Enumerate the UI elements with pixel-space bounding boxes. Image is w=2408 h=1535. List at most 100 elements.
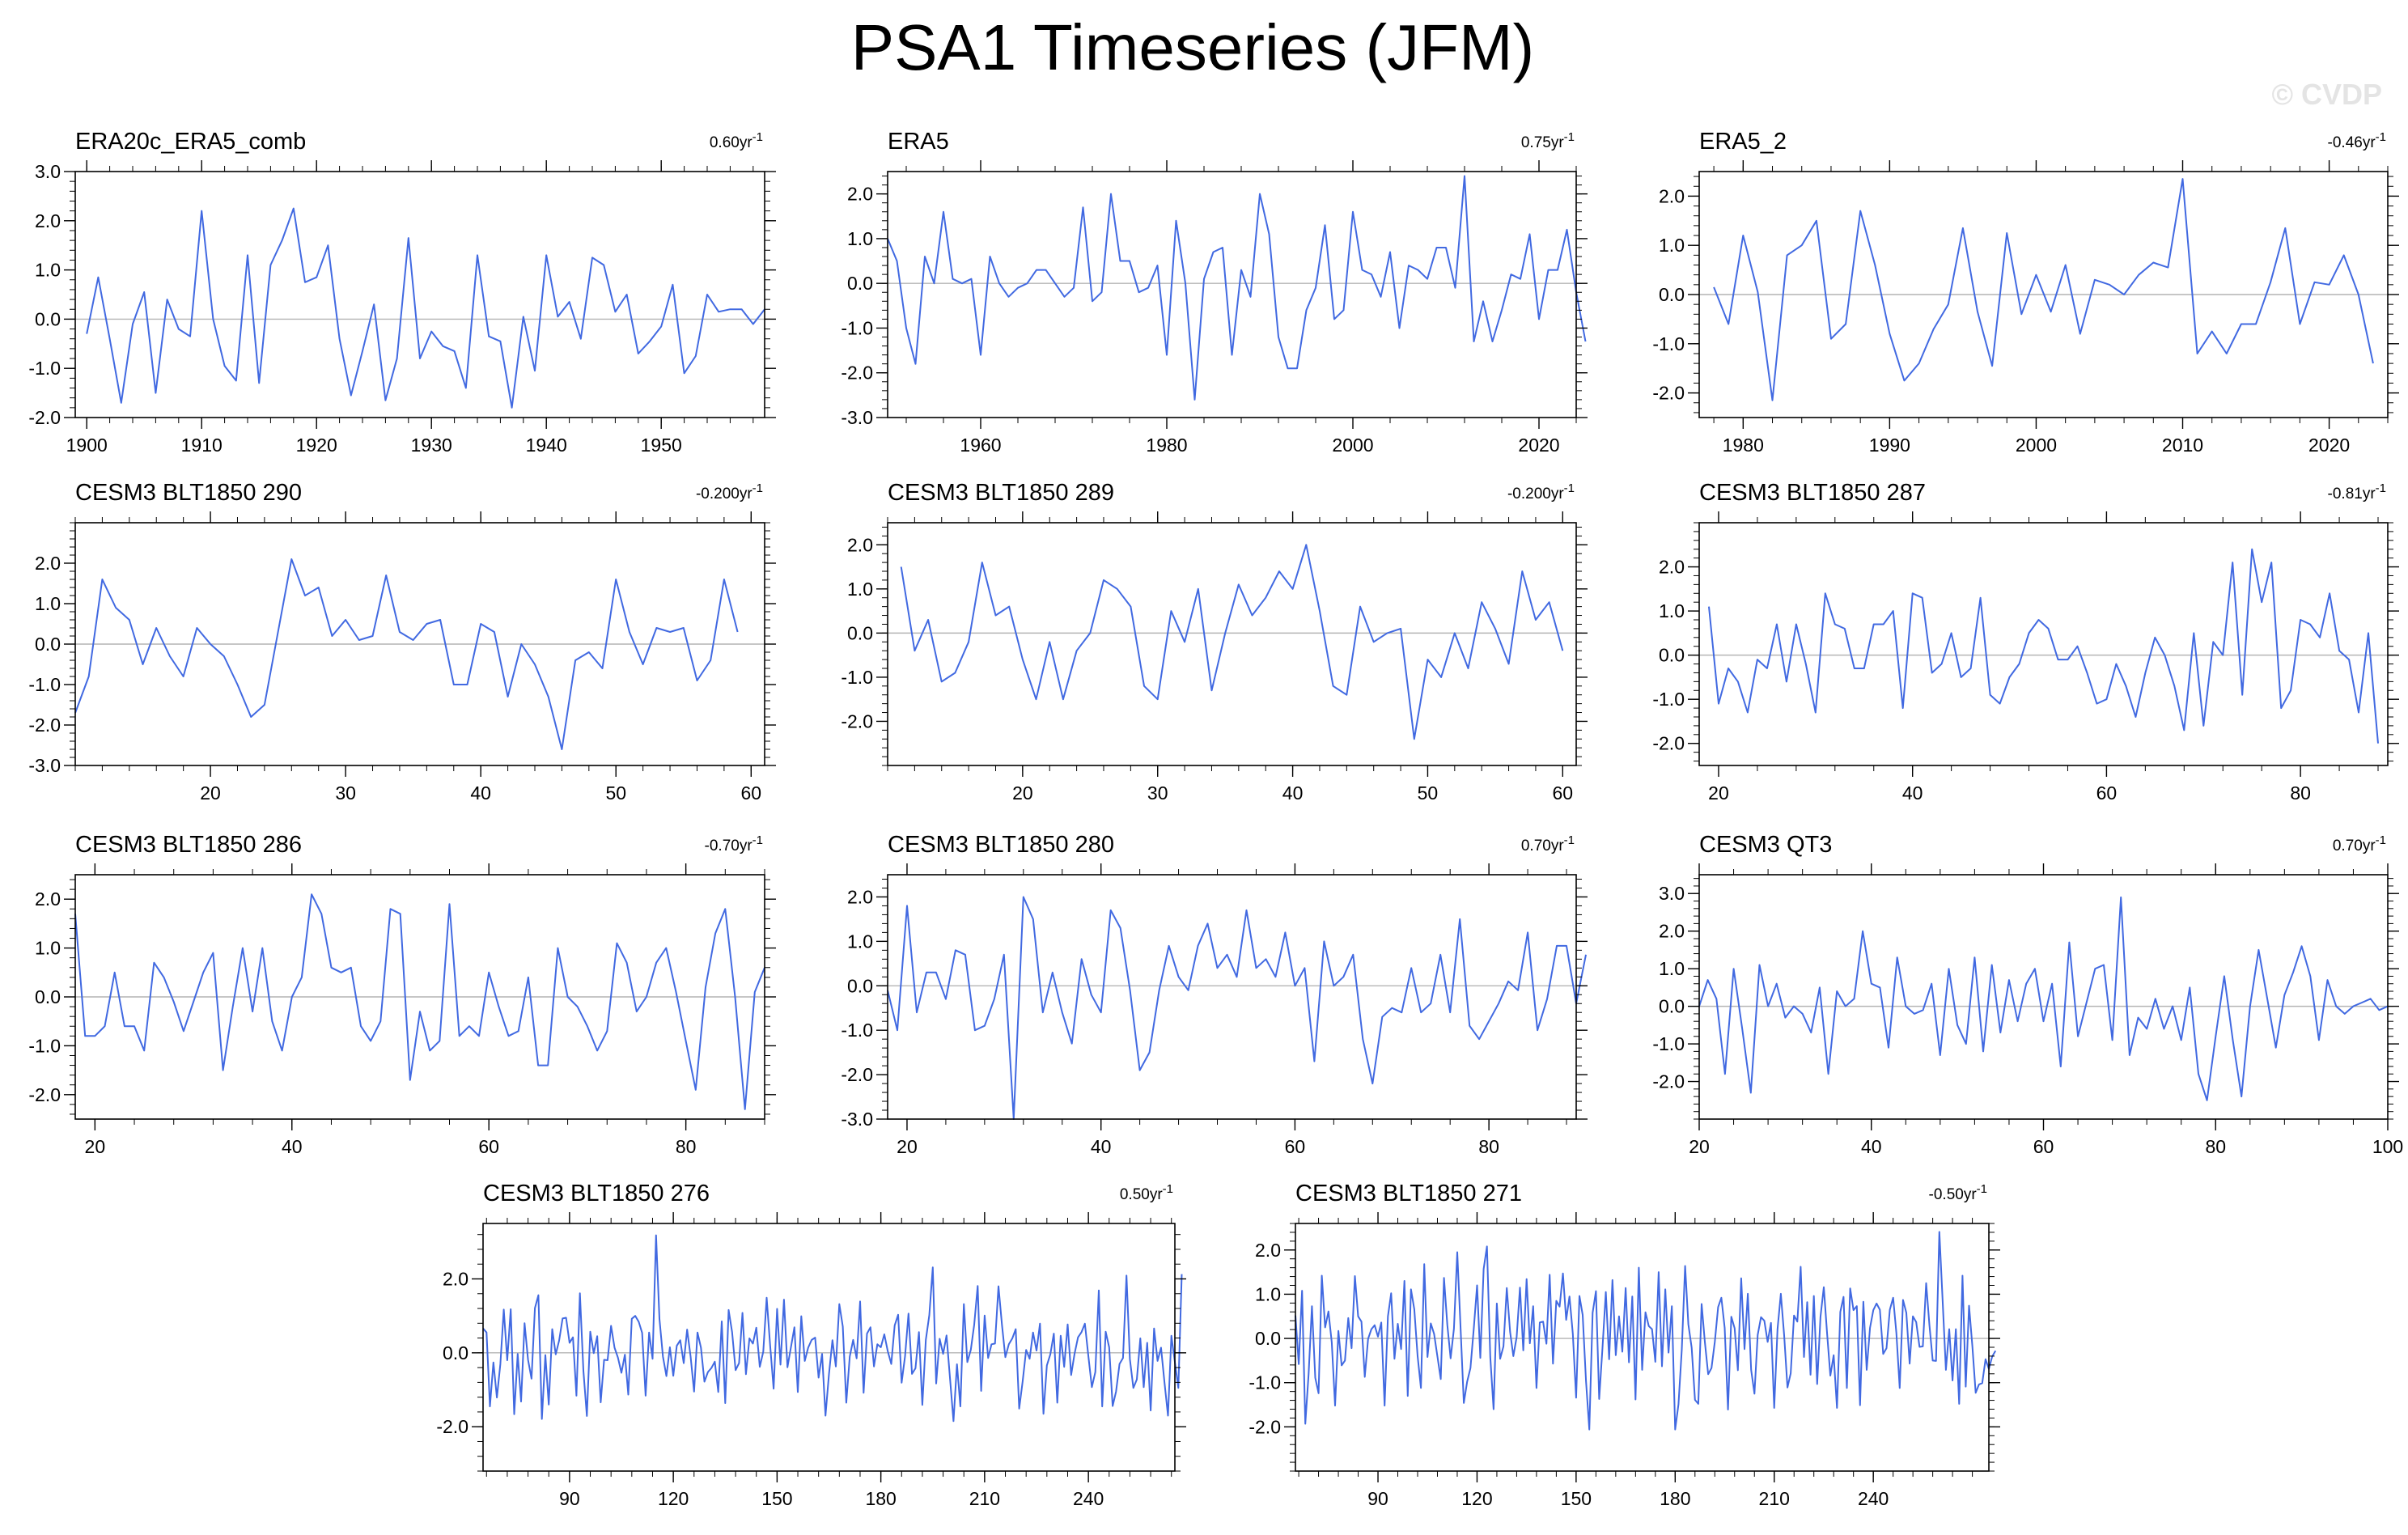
x-tick-label: 1910 — [181, 435, 223, 456]
panels: ERA20c_ERA5_comb 0.60yr-1 -2.0 -1.0 0.0 1.0 2.… — [28, 129, 2403, 1509]
panel-11: CESM3 BLT1850 271 -0.50yr-1 -2.0 -1.0 0.0 1.0… — [1249, 1181, 2000, 1509]
x-tick-label: 60 — [1553, 782, 1574, 804]
x-tick-label: 20 — [1708, 782, 1729, 804]
x-tick-label: 120 — [1461, 1488, 1492, 1509]
x-tick-label: 240 — [1073, 1488, 1104, 1509]
y-tick-label: 2.0 — [1255, 1240, 1281, 1261]
panel-title: ERA5 — [888, 129, 949, 155]
x-tick-label: 1920 — [296, 435, 337, 456]
x-tick-label: 1960 — [960, 435, 1001, 456]
series-line — [1713, 178, 2374, 401]
x-tick-label: 2020 — [2308, 435, 2350, 456]
y-tick-label: 0.0 — [1255, 1328, 1281, 1349]
y-tick-label: -2.0 — [841, 710, 873, 731]
x-tick-label: 1990 — [1869, 435, 1910, 456]
y-tick-label: -1.0 — [1652, 689, 1685, 710]
y-tick-label: 2.0 — [847, 184, 873, 205]
x-tick-label: 40 — [1091, 1136, 1112, 1157]
x-tick-label: 20 — [1012, 782, 1033, 804]
x-tick-label: 60 — [2096, 782, 2118, 804]
x-tick-label: 210 — [969, 1488, 1000, 1509]
y-tick-label: 0.0 — [847, 622, 873, 643]
y-tick-label: 2.0 — [847, 534, 873, 555]
y-tick-label: -1.0 — [841, 1020, 873, 1041]
trend-label: 0.75yr-1 — [1521, 130, 1575, 151]
y-tick-label: 0.0 — [1659, 645, 1685, 666]
y-tick-label: -2.0 — [841, 363, 873, 384]
x-tick-label: 1980 — [1146, 435, 1187, 456]
trend-label: -0.200yr-1 — [696, 481, 763, 502]
panel-7: CESM3 BLT1850 286 -0.70yr-1 -2.0 -1.0 0.0 1.0… — [28, 832, 776, 1157]
x-tick-label: 40 — [1902, 782, 1923, 804]
panel-8: CESM3 BLT1850 280 0.70yr-1 -3.0 -2.0 -1.0 0.0… — [841, 832, 1588, 1157]
y-tick-label: -3.0 — [841, 407, 873, 428]
x-tick-label: 90 — [1367, 1488, 1388, 1509]
x-tick-label: 180 — [865, 1488, 896, 1509]
x-tick-label: 50 — [605, 782, 626, 804]
trend-label: -0.81yr-1 — [2328, 481, 2386, 502]
y-tick-label: 1.0 — [1659, 600, 1685, 621]
trend-label: 0.50yr-1 — [1120, 1182, 1173, 1203]
x-tick-label: 20 — [85, 1136, 106, 1157]
x-tick-label: 80 — [2205, 1136, 2226, 1157]
series-line — [1698, 896, 2389, 1101]
y-tick-label: -1.0 — [28, 674, 61, 695]
series-line — [482, 1234, 1183, 1423]
x-tick-label: 2000 — [1332, 435, 1373, 456]
x-tick-label: 1950 — [641, 435, 682, 456]
watermark: © CVDP — [2271, 78, 2382, 111]
y-tick-label: 1.0 — [847, 579, 873, 600]
x-tick-label: 2000 — [2016, 435, 2057, 456]
y-tick-label: -1.0 — [1652, 1033, 1685, 1054]
y-tick-label: 1.0 — [35, 938, 61, 959]
y-tick-label: 2.0 — [1659, 185, 1685, 206]
x-tick-label: 1900 — [66, 435, 108, 456]
plot-frame — [887, 522, 1577, 766]
x-tick-label: 50 — [1418, 782, 1439, 804]
plot-frame — [887, 874, 1577, 1120]
panel-title: CESM3 BLT1850 280 — [888, 832, 1114, 858]
y-tick-label: -2.0 — [1652, 383, 1685, 404]
x-tick-label: 80 — [2290, 782, 2311, 804]
x-tick-label: 210 — [1759, 1488, 1790, 1509]
y-tick-label: 2.0 — [443, 1269, 468, 1290]
panel-6: CESM3 BLT1850 287 -0.81yr-1 -2.0 -1.0 0.0 1.0… — [1652, 480, 2399, 804]
panel-title: CESM3 BLT1850 271 — [1295, 1181, 1522, 1206]
x-tick-label: 30 — [335, 782, 356, 804]
panel-title: ERA20c_ERA5_comb — [75, 129, 306, 155]
panel-5: CESM3 BLT1850 289 -0.200yr-1 -2.0 -1.0 0.0 1.… — [841, 480, 1588, 804]
panel-title: CESM3 QT3 — [1699, 832, 1832, 858]
y-tick-label: -2.0 — [1652, 733, 1685, 754]
trend-label: 0.70yr-1 — [2333, 833, 2386, 854]
y-tick-label: 0.0 — [35, 986, 61, 1007]
x-tick-label: 40 — [282, 1136, 303, 1157]
x-tick-label: 60 — [478, 1136, 499, 1157]
y-tick-label: 0.0 — [443, 1342, 468, 1363]
y-tick-label: -2.0 — [1249, 1416, 1281, 1437]
panel-3: ERA5_2 -0.46yr-1 -2.0 -1.0 0.0 1.0 2.0 1980 1990… — [1652, 129, 2399, 456]
panel-title: ERA5_2 — [1699, 129, 1787, 155]
y-tick-label: 2.0 — [35, 888, 61, 910]
series-line — [887, 896, 1587, 1120]
x-tick-label: 90 — [559, 1488, 580, 1509]
y-tick-label: 0.0 — [35, 634, 61, 655]
y-tick-label: -3.0 — [28, 755, 61, 776]
y-tick-label: 3.0 — [35, 161, 61, 182]
x-tick-label: 20 — [200, 782, 221, 804]
x-tick-label: 1940 — [526, 435, 567, 456]
y-tick-label: -1.0 — [841, 667, 873, 688]
series-line — [887, 175, 1587, 401]
panel-title: CESM3 BLT1850 287 — [1699, 480, 1926, 506]
panel-4: CESM3 BLT1850 290 -0.200yr-1 -3.0 -2.0 -1.0 0… — [28, 480, 776, 804]
y-tick-label: 1.0 — [35, 260, 61, 281]
y-tick-label: 1.0 — [1659, 235, 1685, 256]
y-tick-label: 3.0 — [1659, 883, 1685, 904]
trend-label: -0.200yr-1 — [1507, 481, 1575, 502]
y-tick-label: 1.0 — [847, 228, 873, 249]
x-tick-label: 20 — [1689, 1136, 1710, 1157]
x-tick-label: 80 — [1478, 1136, 1499, 1157]
y-tick-label: 2.0 — [35, 210, 61, 231]
y-tick-label: 0.0 — [1659, 284, 1685, 305]
series-line — [1708, 548, 2379, 744]
y-tick-label: -1.0 — [1249, 1372, 1281, 1393]
